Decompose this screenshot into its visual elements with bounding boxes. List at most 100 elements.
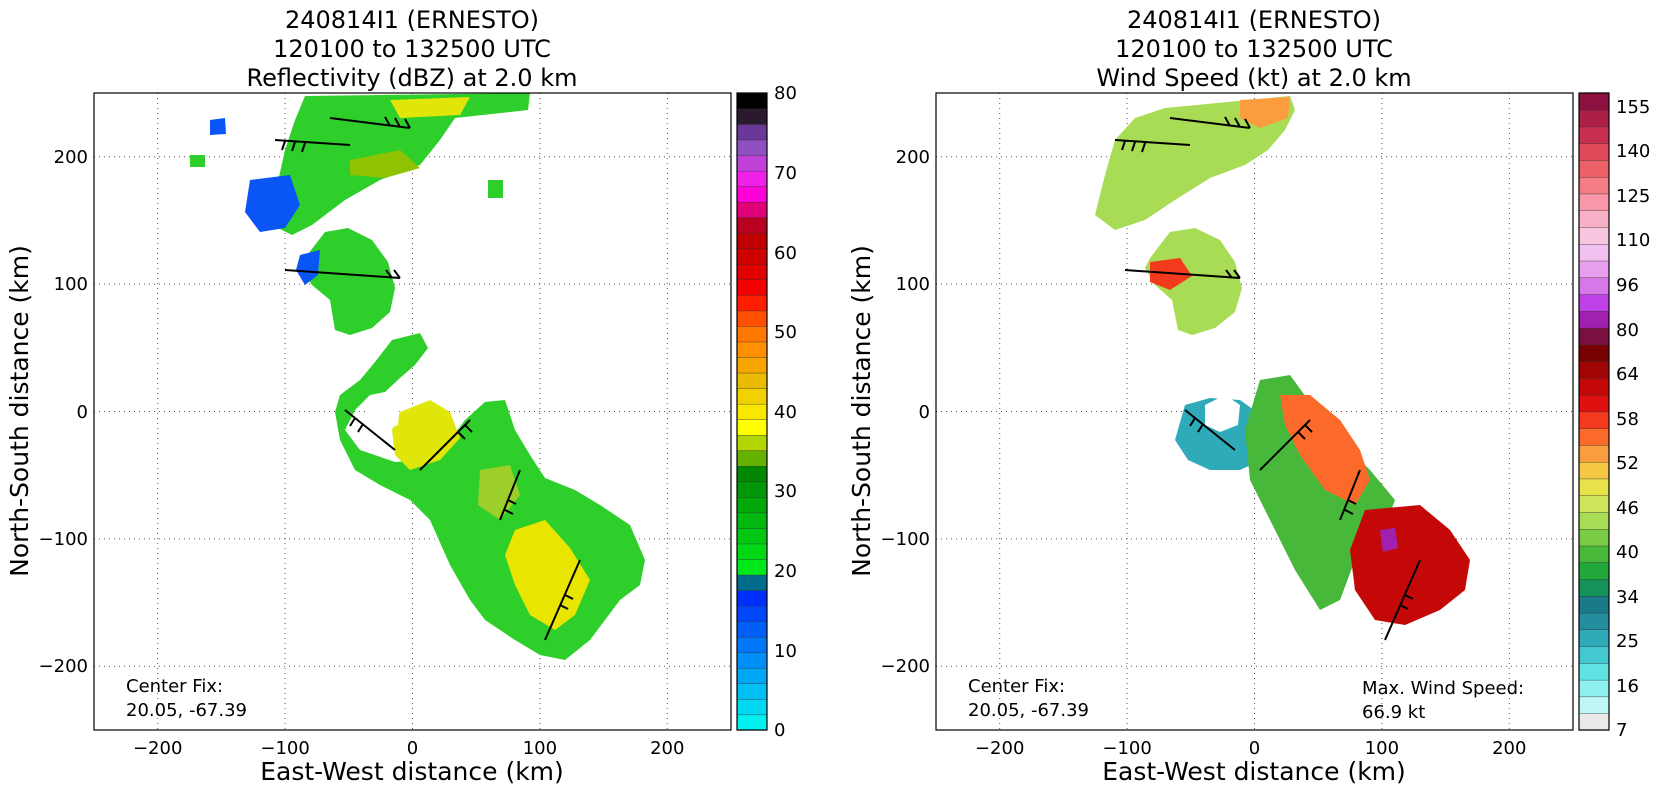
max-wind-value: 66.9 kt (1362, 702, 1425, 723)
cell-nw-1 (210, 118, 226, 135)
y-axis: 200 100 0 −100 −200 North-South distance… (5, 147, 88, 677)
rainband-middle-blue (296, 250, 320, 285)
eyewall-yellow (392, 400, 460, 470)
colorbar-label: 25 (1616, 631, 1639, 652)
colorbar-segment (1578, 394, 1610, 413)
plot-area: Center Fix: 20.05, -67.39 Max. Wind Spee… (936, 93, 1573, 730)
x-tick-label: 200 (1492, 738, 1526, 759)
rainband-north-yellow (390, 97, 470, 118)
colorbar-frame (736, 92, 768, 731)
colorbar-segment (1578, 562, 1610, 580)
colorbar-segment (736, 248, 768, 265)
y-tick-label: 100 (896, 274, 930, 295)
colorbar-segment (736, 558, 768, 576)
colorbar-segment (736, 139, 768, 156)
colorbar-segment (736, 310, 768, 327)
panel-reflectivity: 240814I1 (ERNESTO) 120100 to 132500 UTC … (5, 6, 797, 786)
panel-title-line-1: 240814I1 (ERNESTO) (285, 6, 539, 34)
panel-title-line-3: Wind Speed (kt) at 2.0 km (1096, 64, 1411, 92)
colorbar-segment (736, 714, 768, 731)
colorbar-segment (736, 170, 768, 187)
colorbar-segment (736, 605, 768, 622)
reflectivity-field (190, 93, 645, 660)
panel-title-line-2: 120100 to 132500 UTC (1115, 35, 1393, 63)
colorbar-wind-speed (1578, 92, 1610, 731)
x-tick-label: 200 (650, 738, 684, 759)
center-fix-label: Center Fix: (968, 676, 1065, 697)
x-tick-label: −200 (133, 738, 182, 759)
panel-title-line-3: Reflectivity (dBZ) at 2.0 km (247, 64, 578, 92)
y-tick-label: −200 (881, 656, 930, 677)
colorbar-label: 140 (1616, 141, 1650, 162)
colorbar-label: 110 (1616, 230, 1650, 251)
colorbar-segment (1578, 461, 1610, 480)
colorbar-segment (736, 294, 768, 312)
colorbar-label: 7 (1616, 720, 1627, 741)
colorbar-label: 16 (1616, 676, 1639, 697)
colorbar-segment (736, 465, 768, 483)
colorbar-segment (736, 543, 768, 560)
colorbar-segment (1578, 277, 1610, 295)
colorbar-segment (1578, 528, 1610, 547)
colorbar-segment (736, 325, 768, 343)
wind-speed-field (1095, 96, 1470, 625)
y-tick-label: 0 (77, 402, 88, 423)
colorbar-label: 58 (1616, 409, 1639, 430)
colorbar-label: 40 (1616, 542, 1639, 563)
colorbar-segment (1578, 612, 1610, 631)
colorbar-segment (736, 341, 768, 358)
colorbar-segment (736, 481, 768, 498)
colorbar-label: 60 (774, 243, 797, 264)
rainband-north-olive (350, 150, 420, 178)
y-axis: 200 100 0 −100 −200 North-South distance… (847, 147, 930, 677)
colorbar-segment (736, 108, 768, 125)
rainband-north-orange (1240, 97, 1290, 128)
colorbar-segment (736, 372, 768, 389)
x-tick-label: 0 (407, 738, 418, 759)
colorbar-segment (1578, 327, 1610, 346)
panel-wind-speed: 240814I1 (ERNESTO) 120100 to 132500 UTC … (847, 6, 1650, 786)
colorbar-segment (736, 527, 768, 545)
max-wind-spot (1380, 528, 1398, 552)
inner-core-teal (1175, 398, 1268, 470)
outer-band-yellow (505, 520, 590, 630)
colorbar-segment (736, 652, 768, 669)
x-axis-label: East-West distance (km) (260, 757, 564, 786)
x-tick-label: 0 (1249, 738, 1260, 759)
colorbar-segment (1578, 193, 1610, 211)
colorbar-segment (1578, 444, 1610, 463)
colorbar-segment (736, 154, 768, 172)
colorbar-label: 125 (1616, 186, 1650, 207)
colorbar-segment (736, 667, 768, 684)
colorbar-segment (1578, 645, 1610, 664)
plot-frame (93, 92, 732, 731)
colorbar-segment (736, 683, 768, 700)
y-tick-label: −100 (881, 529, 930, 550)
colorbar-segment (1578, 411, 1610, 429)
colorbar-label: 10 (774, 641, 797, 662)
center-fix-value: 20.05, -67.39 (968, 700, 1089, 721)
colorbar-segment (1578, 293, 1610, 312)
colorbar-segment (1578, 495, 1610, 513)
colorbar-segment (736, 589, 768, 607)
colorbar-segment (736, 123, 768, 141)
colorbar-segment (1578, 696, 1610, 714)
colorbar-label: 70 (774, 163, 797, 184)
colorbar-segment (1578, 260, 1610, 278)
cell-nw-3 (488, 180, 503, 198)
colorbar-labels: 155 140 125 110 96 80 64 58 52 46 40 34 … (1616, 97, 1650, 741)
panel-title-line-1: 240814I1 (ERNESTO) (1127, 6, 1381, 34)
colorbar-label: 0 (774, 720, 785, 741)
colorbar-segment (1578, 344, 1610, 362)
grid-lines (936, 93, 1573, 730)
colorbar-segment (1578, 243, 1610, 262)
y-tick-label: 200 (54, 147, 88, 168)
colorbar-segment (736, 263, 768, 281)
colorbar-segment (736, 186, 768, 203)
y-tick-label: 100 (54, 274, 88, 295)
colorbar-segment (736, 574, 768, 591)
inner-core-orange (1280, 395, 1370, 505)
panel-title-line-2: 120100 to 132500 UTC (273, 35, 551, 63)
colorbar-segment (1578, 159, 1610, 178)
